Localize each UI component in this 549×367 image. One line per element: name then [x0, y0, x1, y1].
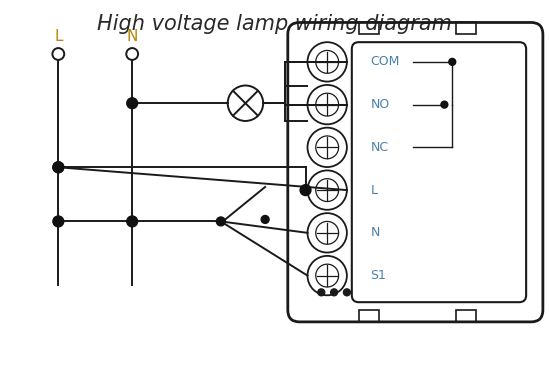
Circle shape: [53, 162, 64, 172]
Text: N: N: [126, 29, 138, 44]
Circle shape: [216, 217, 225, 226]
Text: COM: COM: [371, 55, 400, 68]
Text: S1: S1: [371, 269, 386, 282]
Circle shape: [300, 185, 311, 196]
Circle shape: [318, 289, 324, 296]
Circle shape: [344, 289, 350, 296]
Circle shape: [441, 101, 448, 108]
Bar: [359, 22, 379, 34]
Circle shape: [53, 216, 64, 227]
Circle shape: [261, 215, 269, 224]
Text: L: L: [371, 184, 378, 197]
Circle shape: [127, 216, 138, 227]
Bar: [359, 310, 379, 322]
Bar: [456, 22, 476, 34]
Text: NO: NO: [371, 98, 390, 111]
Circle shape: [127, 98, 138, 109]
Circle shape: [53, 162, 64, 172]
Text: L: L: [54, 29, 63, 44]
Bar: [456, 310, 476, 322]
Circle shape: [330, 289, 338, 296]
Text: N: N: [371, 226, 380, 239]
Circle shape: [449, 58, 456, 65]
Text: High voltage lamp wiring diagram: High voltage lamp wiring diagram: [97, 14, 451, 34]
Text: NC: NC: [371, 141, 389, 154]
